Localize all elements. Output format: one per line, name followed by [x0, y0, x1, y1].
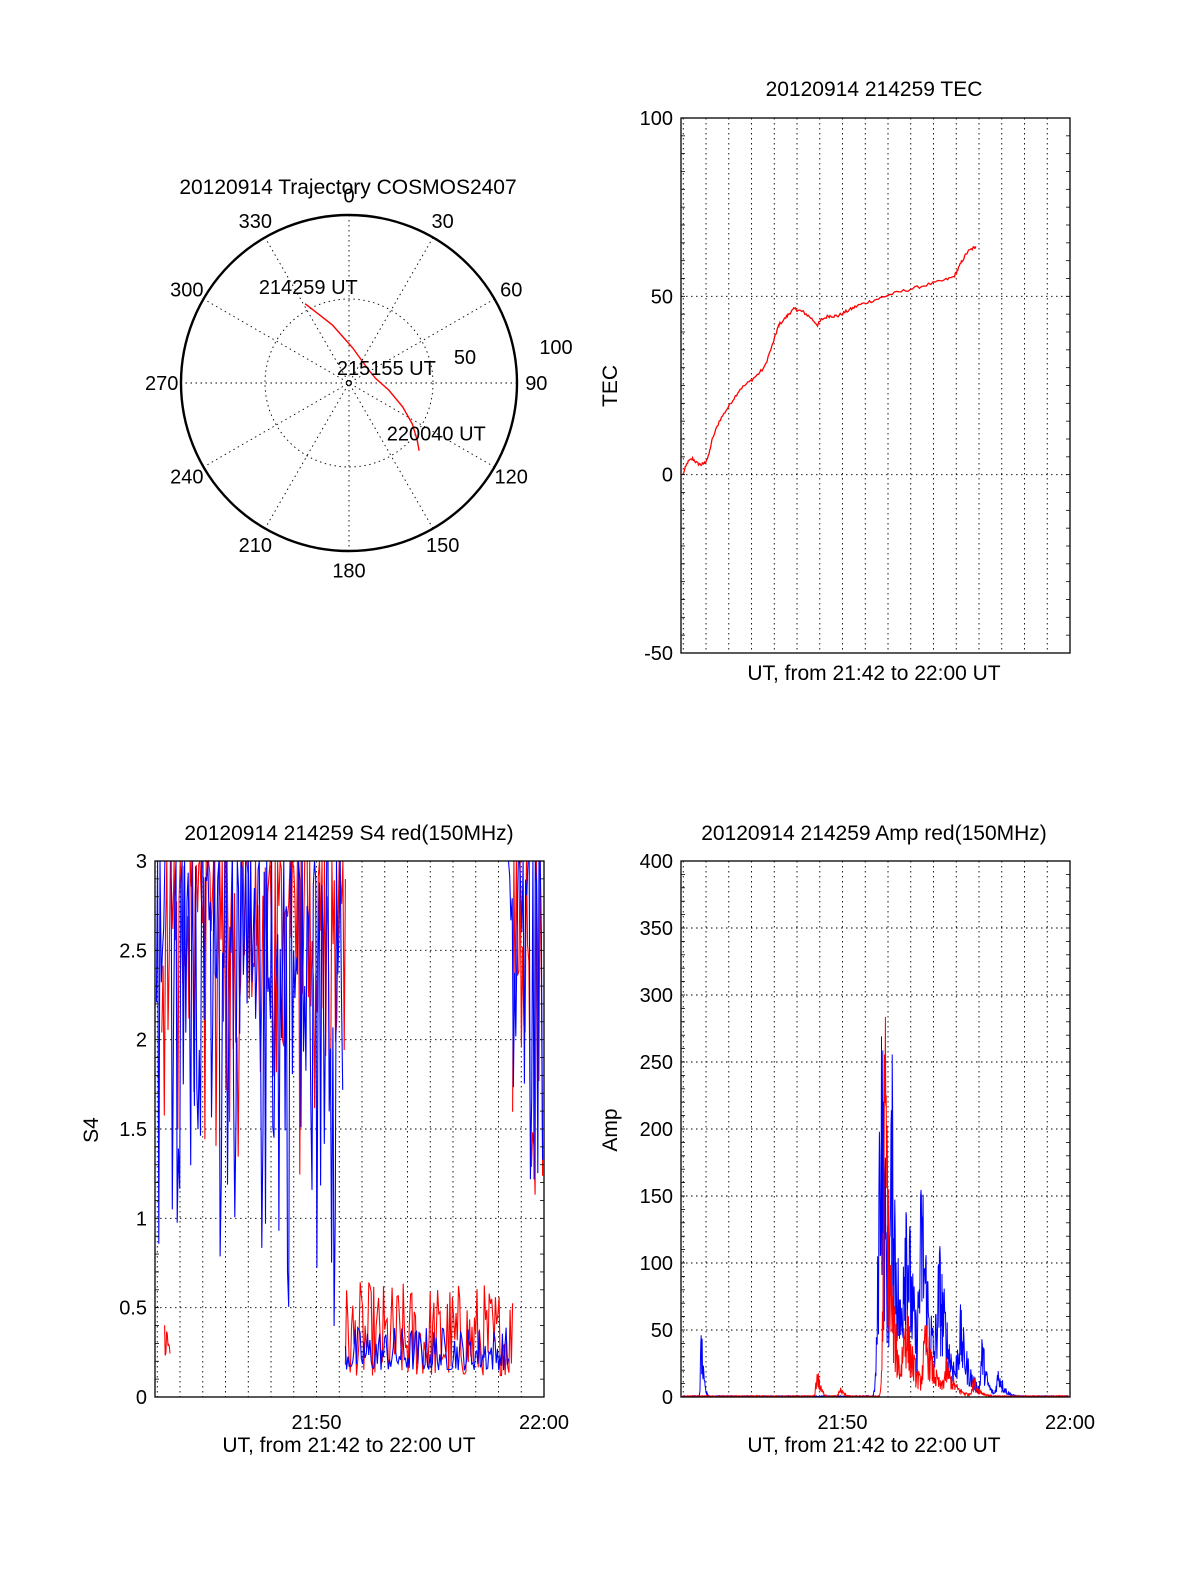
azimuth-label: 300 [170, 279, 203, 301]
azimuth-label: 210 [239, 535, 272, 557]
polar-center [346, 380, 352, 386]
tec-ylabel: TEC [599, 365, 622, 407]
s4-plot: 20120914 214259 S4 red(150MHz) 0 0.5 1 1.5 2… [80, 822, 569, 1457]
tec-ytick-label: 50 [651, 286, 673, 308]
azimuth-label: 240 [170, 467, 203, 489]
s4-xlabel: UT, from 21:42 to 22:00 UT [222, 1434, 475, 1457]
amp-xlabel: UT, from 21:42 to 22:00 UT [747, 1434, 1000, 1457]
s4-blue-series [155, 860, 544, 1371]
amp-ytick-label: 100 [640, 1253, 673, 1275]
azimuth-label: 270 [145, 373, 178, 395]
trajectory-polar-plot: 20120914 Trajectory COSMOS2407 0 30 60 90 12… [145, 176, 573, 582]
s4-ytick-label: 2.5 [119, 940, 147, 962]
pass-time-annotation: 215155 UT [337, 358, 436, 380]
tec-ytick-label: 0 [662, 465, 673, 487]
azimuth-label: 120 [495, 467, 528, 489]
amp-xtick-label: 21:50 [817, 1412, 867, 1434]
s4-red-series [161, 859, 544, 1377]
tec-xlabel: UT, from 21:42 to 22:00 UT [747, 662, 1000, 685]
trajectory-title: 20120914 Trajectory COSMOS2407 [179, 176, 516, 199]
elevation-label: 50 [454, 347, 476, 369]
polar-spoke [203, 298, 495, 468]
polar-spoke [264, 237, 434, 529]
s4-xtick-label: 21:50 [291, 1412, 341, 1434]
amp-ytick-label: 0 [662, 1387, 673, 1409]
azimuth-label: 150 [426, 535, 459, 557]
amp-ytick-label: 150 [640, 1186, 673, 1208]
tec-plot: 20120914 214259 TEC -50 0 50 100 UT, from 2… [599, 78, 1071, 685]
amp-ytick-label: 200 [640, 1119, 673, 1141]
tec-series-line [682, 245, 977, 475]
amp-ylabel: Amp [599, 1108, 622, 1151]
s4-ytick-label: 1.5 [119, 1119, 147, 1141]
pass-time-annotation: 214259 UT [259, 277, 358, 299]
s4-ytick-label: 0.5 [119, 1298, 147, 1320]
azimuth-label: 90 [525, 373, 547, 395]
azimuth-label: 180 [332, 560, 365, 582]
satellite-track-line [304, 303, 420, 451]
tec-ytick-label: 100 [640, 108, 673, 130]
azimuth-label: 330 [239, 211, 272, 233]
pass-time-annotation: 220040 UT [387, 423, 486, 445]
amp-ytick-label: 50 [651, 1320, 673, 1342]
s4-ytick-label: 3 [136, 851, 147, 873]
amp-title: 20120914 214259 Amp red(150MHz) [701, 822, 1047, 845]
amp-ytick-label: 350 [640, 918, 673, 940]
azimuth-label: 60 [500, 279, 522, 301]
polar-spoke [203, 298, 495, 468]
s4-ylabel: S4 [80, 1117, 103, 1143]
s4-ytick-label: 1 [136, 1208, 147, 1230]
amp-red-series [682, 1016, 1069, 1398]
polar-inner-ring [264, 298, 434, 468]
s4-title: 20120914 214259 S4 red(150MHz) [184, 822, 513, 845]
tec-frame [680, 117, 1071, 654]
amp-plot: 20120914 214259 Amp red(150MHz) 0 50 100 15… [599, 822, 1095, 1457]
elevation-label: 100 [539, 337, 572, 359]
polar-outer-ring [179, 213, 519, 553]
amp-blue-series [682, 1036, 1069, 1398]
s4-ytick-label: 0 [136, 1387, 147, 1409]
s4-xtick-label: 22:00 [519, 1412, 569, 1434]
tec-ytick-label: -50 [644, 643, 673, 665]
tec-title: 20120914 214259 TEC [766, 78, 983, 101]
azimuth-label: 30 [432, 211, 454, 233]
amp-ytick-label: 250 [640, 1052, 673, 1074]
amp-ytick-label: 300 [640, 985, 673, 1007]
azimuth-label: 0 [343, 186, 354, 208]
amp-xtick-label: 22:00 [1045, 1412, 1095, 1434]
s4-ytick-label: 2 [136, 1030, 147, 1052]
polar-spoke [264, 237, 434, 529]
amp-ytick-label: 400 [640, 851, 673, 873]
